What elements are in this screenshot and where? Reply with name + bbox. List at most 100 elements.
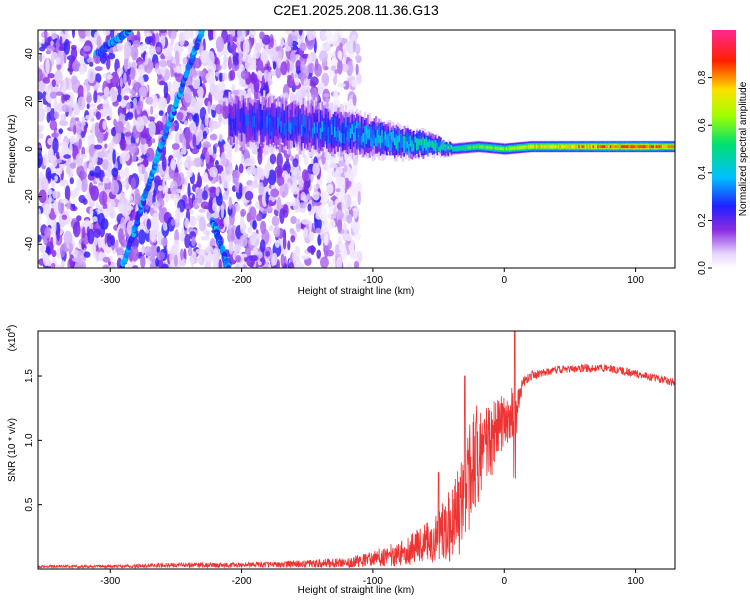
heatmap-ridge-cell xyxy=(255,114,258,126)
heatmap-ridge-cell xyxy=(439,145,442,150)
heatmap-ridge-cell xyxy=(330,124,334,135)
heatmap-ridge-cell xyxy=(343,133,346,144)
heatmap-noise-cell xyxy=(174,131,181,146)
heatmap-noise-cell xyxy=(89,61,94,67)
heatmap-ridge-cell xyxy=(601,145,605,149)
heatmap-noise-cell xyxy=(108,142,114,151)
heatmap-noise-cell xyxy=(87,68,96,84)
heatmap-ridge-cell xyxy=(477,145,480,149)
heatmap-noise-cell xyxy=(74,117,80,122)
heatmap-noise-cell xyxy=(38,46,46,52)
heatmap-noise-cell xyxy=(326,183,334,195)
heatmap-noise-cell xyxy=(183,120,189,126)
heatmap-ridge-cell xyxy=(636,145,639,149)
heatmap-ridge-cell xyxy=(247,114,250,126)
heatmap-ridge-cell xyxy=(384,133,387,146)
heatmap-noise-cell xyxy=(107,52,116,60)
heatmap-ridge-cell xyxy=(433,144,436,150)
heatmap-ridge-cell xyxy=(616,145,619,149)
heatmap-noise-cell xyxy=(220,204,225,219)
heatmap-noise-cell xyxy=(145,147,155,162)
heatmap-noise-cell xyxy=(302,227,309,239)
heatmap-noise-cell xyxy=(272,252,278,266)
heatmap-ridge-cell xyxy=(455,147,458,151)
heatmap-noise-cell xyxy=(144,143,149,151)
heatmap-ridge-cell xyxy=(277,121,280,140)
heatmap-noise-cell xyxy=(353,233,362,241)
heatmap-ridge-cell xyxy=(425,144,428,151)
heatmap-ridge-cell xyxy=(415,137,419,148)
heatmap-ridge-cell xyxy=(381,131,384,140)
heatmap-ridge-cell xyxy=(594,145,597,149)
heatmap-noise-cell xyxy=(162,178,166,195)
heatmap-noise-cell xyxy=(83,125,87,134)
heatmap-ridge-cell xyxy=(245,120,248,138)
heatmap-noise-cell xyxy=(202,130,208,140)
heatmap-noise-cell xyxy=(125,177,130,191)
heatmap-noise-cell xyxy=(264,163,270,179)
heatmap-ridge-cell xyxy=(248,116,252,135)
heatmap-noise-cell xyxy=(283,45,292,52)
heatmap-ridge-cell xyxy=(488,146,491,149)
heatmap-ridge-cell xyxy=(649,145,652,149)
heatmap-noise-cell xyxy=(155,257,160,268)
heatmap-noise-cell xyxy=(276,152,283,169)
heatmap-ridge-cell xyxy=(299,123,302,135)
heatmap-noise-cell xyxy=(127,75,132,87)
heatmap-ridge-cell xyxy=(633,145,636,149)
heatmap-noise-cell xyxy=(160,237,168,247)
snr-series-line xyxy=(38,331,675,569)
heatmap-noise-cell xyxy=(52,190,58,199)
heatmap-noise-cell xyxy=(85,92,92,104)
heatmap-noise-cell xyxy=(222,97,229,102)
heatmap-noise-cell xyxy=(207,30,214,41)
heatmap-noise-cell xyxy=(140,136,147,145)
heatmap-ridge-cell xyxy=(518,146,521,150)
heatmap-noise-cell xyxy=(146,192,154,207)
heatmap-noise-cell xyxy=(125,102,132,110)
heatmap-ridge-cell xyxy=(341,127,345,144)
heatmap-noise-cell xyxy=(54,175,58,182)
heatmap-noise-cell xyxy=(152,201,161,208)
heatmap-noise-cell xyxy=(97,234,102,249)
heatmap-noise-cell xyxy=(59,120,69,127)
heatmap-noise-cell xyxy=(154,113,158,120)
heatmap-noise-cell xyxy=(306,30,313,41)
heatmap-noise-cell xyxy=(204,245,214,254)
heatmap-ridge-cell xyxy=(409,135,412,142)
heatmap-ridge-cell xyxy=(398,135,401,143)
heatmap-noise-cell xyxy=(221,50,229,56)
heatmap-noise-cell xyxy=(81,146,86,157)
heatmap-ridge-cell xyxy=(311,127,315,139)
heatmap-ridge-cell xyxy=(630,145,633,149)
heatmap-ridge-cell xyxy=(264,110,267,123)
heatmap-ridge-cell xyxy=(559,145,562,149)
heatmap-ridge-cell xyxy=(286,105,289,130)
heatmap-noise-cell xyxy=(180,227,185,242)
heatmap-ridge-cell xyxy=(415,144,419,151)
heatmap-ridge-cell xyxy=(508,147,512,150)
heatmap-ridge-cell xyxy=(241,113,244,126)
heatmap-noise-cell xyxy=(146,116,156,121)
heatmap-noise-cell xyxy=(186,169,193,178)
heatmap-noise-cell xyxy=(324,232,329,246)
heatmap-ridge-cell xyxy=(230,118,233,130)
heatmap-noise-cell xyxy=(209,166,218,178)
heatmap-ridge-cell xyxy=(282,126,285,138)
heatmap-noise-cell xyxy=(106,128,113,133)
heatmap-noise-cell xyxy=(146,218,152,230)
heatmap-noise-cell xyxy=(123,95,130,101)
heatmap-ridge-cell xyxy=(285,122,288,135)
heatmap-noise-cell xyxy=(49,119,58,131)
heatmap-ridge-cell xyxy=(666,145,669,149)
heatmap-noise-cell xyxy=(328,219,336,229)
heatmap-ridge-cell xyxy=(397,135,400,144)
heatmap-noise-cell xyxy=(252,167,259,177)
heatmap-ridge-cell xyxy=(452,147,455,151)
heatmap-noise-cell xyxy=(267,263,271,268)
heatmap-ridge-cell xyxy=(288,120,291,132)
heatmap-noise-cell xyxy=(192,251,197,259)
heatmap-noise-cell xyxy=(52,233,57,247)
x-tick-label: 100 xyxy=(627,576,644,587)
